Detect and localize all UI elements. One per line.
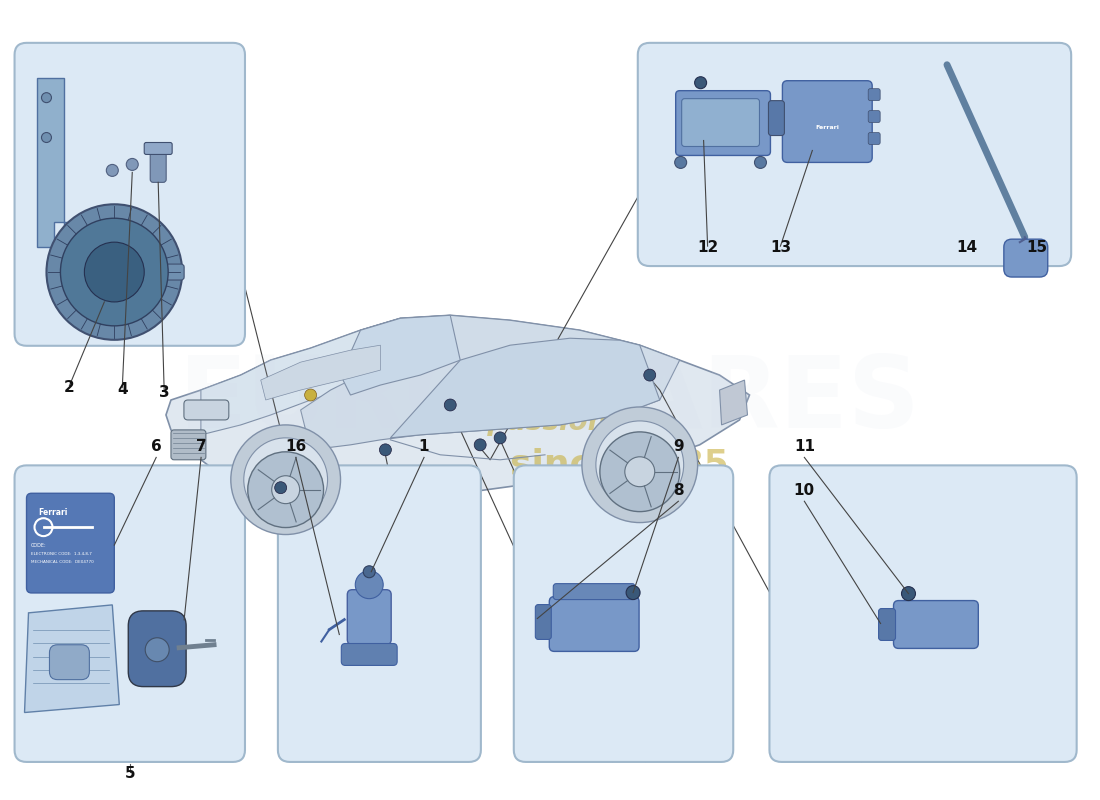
- Polygon shape: [300, 315, 680, 450]
- Circle shape: [444, 399, 456, 411]
- Circle shape: [248, 452, 323, 527]
- Text: 10: 10: [794, 483, 815, 498]
- Circle shape: [60, 218, 168, 326]
- Text: 2: 2: [64, 380, 75, 394]
- Text: CODE:: CODE:: [31, 543, 46, 548]
- Circle shape: [275, 482, 287, 494]
- Circle shape: [674, 157, 686, 169]
- Circle shape: [355, 570, 383, 598]
- Circle shape: [379, 444, 392, 456]
- Polygon shape: [166, 315, 749, 510]
- FancyBboxPatch shape: [348, 590, 392, 645]
- Text: EUROSPARES: EUROSPARES: [179, 351, 921, 449]
- Circle shape: [126, 158, 139, 170]
- Text: 6: 6: [151, 439, 162, 454]
- Circle shape: [600, 432, 680, 512]
- Circle shape: [363, 566, 375, 578]
- Polygon shape: [390, 338, 660, 438]
- Text: 1: 1: [419, 439, 429, 454]
- FancyBboxPatch shape: [536, 605, 551, 639]
- Text: Ferrari: Ferrari: [39, 508, 68, 517]
- Circle shape: [902, 586, 915, 601]
- Circle shape: [305, 389, 317, 401]
- Text: 14: 14: [956, 240, 978, 255]
- Circle shape: [46, 204, 183, 340]
- Polygon shape: [719, 380, 748, 425]
- Circle shape: [494, 432, 506, 444]
- Text: 13: 13: [770, 240, 791, 255]
- Text: 15: 15: [1026, 240, 1047, 255]
- Text: 12: 12: [697, 240, 718, 255]
- FancyBboxPatch shape: [50, 645, 89, 680]
- Circle shape: [42, 93, 52, 102]
- Circle shape: [644, 369, 656, 381]
- FancyBboxPatch shape: [14, 43, 245, 346]
- FancyBboxPatch shape: [769, 466, 1077, 762]
- Circle shape: [231, 425, 341, 534]
- FancyBboxPatch shape: [26, 494, 114, 593]
- FancyBboxPatch shape: [868, 89, 880, 101]
- FancyBboxPatch shape: [1004, 239, 1047, 277]
- Circle shape: [755, 157, 767, 169]
- Circle shape: [85, 242, 144, 302]
- Circle shape: [474, 439, 486, 451]
- Circle shape: [582, 407, 697, 522]
- FancyBboxPatch shape: [682, 98, 759, 146]
- FancyBboxPatch shape: [638, 43, 1071, 266]
- Text: 3: 3: [158, 385, 169, 400]
- Circle shape: [625, 457, 654, 486]
- Text: ELECTRONIC CODE:  1,3,4,8,7: ELECTRONIC CODE: 1,3,4,8,7: [31, 552, 91, 556]
- Polygon shape: [24, 605, 119, 713]
- FancyBboxPatch shape: [151, 147, 166, 182]
- FancyBboxPatch shape: [164, 264, 184, 280]
- FancyBboxPatch shape: [341, 643, 397, 666]
- FancyBboxPatch shape: [893, 601, 978, 649]
- Text: 4: 4: [117, 382, 128, 397]
- Text: since 1985: since 1985: [510, 448, 729, 482]
- FancyBboxPatch shape: [514, 466, 734, 762]
- Polygon shape: [36, 78, 97, 247]
- Text: 7: 7: [196, 439, 207, 454]
- FancyBboxPatch shape: [879, 609, 895, 641]
- FancyBboxPatch shape: [14, 466, 245, 762]
- FancyBboxPatch shape: [549, 597, 639, 651]
- Circle shape: [145, 638, 169, 662]
- FancyBboxPatch shape: [144, 142, 173, 154]
- Circle shape: [596, 421, 684, 509]
- Circle shape: [107, 165, 119, 176]
- Text: 11: 11: [794, 439, 815, 454]
- Text: MECHANICAL CODE:  DE04770: MECHANICAL CODE: DE04770: [31, 560, 94, 564]
- FancyBboxPatch shape: [769, 101, 784, 135]
- Circle shape: [694, 77, 706, 89]
- Circle shape: [244, 438, 328, 522]
- Text: 5: 5: [124, 766, 135, 781]
- FancyBboxPatch shape: [868, 133, 880, 145]
- Text: 16: 16: [285, 439, 307, 454]
- Circle shape: [42, 133, 52, 142]
- FancyBboxPatch shape: [782, 81, 872, 162]
- Circle shape: [272, 476, 299, 504]
- Text: Ferrari: Ferrari: [815, 125, 839, 130]
- FancyBboxPatch shape: [129, 611, 186, 686]
- FancyBboxPatch shape: [675, 90, 770, 155]
- Text: 8: 8: [673, 483, 684, 498]
- Polygon shape: [341, 315, 460, 395]
- Text: a passion for: a passion for: [459, 408, 661, 436]
- FancyBboxPatch shape: [868, 110, 880, 122]
- FancyBboxPatch shape: [278, 466, 481, 762]
- Text: 9: 9: [673, 439, 684, 454]
- Polygon shape: [201, 318, 400, 435]
- Circle shape: [626, 586, 640, 599]
- FancyBboxPatch shape: [184, 400, 229, 420]
- FancyBboxPatch shape: [170, 430, 206, 460]
- FancyBboxPatch shape: [553, 584, 635, 599]
- Polygon shape: [261, 345, 381, 400]
